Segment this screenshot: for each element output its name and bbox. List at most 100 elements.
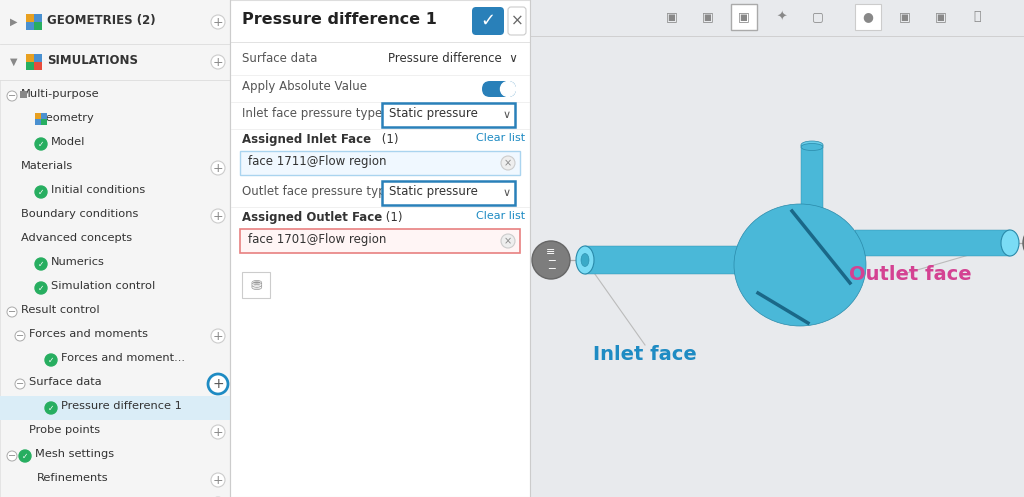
Text: ✓: ✓ — [38, 283, 44, 293]
Text: ▣: ▣ — [702, 10, 714, 23]
Text: +: + — [212, 377, 224, 391]
Bar — [230, 0, 530, 497]
Bar — [34, 62, 42, 70]
Circle shape — [211, 425, 225, 439]
Text: Forces and moment...: Forces and moment... — [61, 353, 185, 363]
Bar — [382, 181, 515, 205]
Text: ●: ● — [862, 10, 873, 23]
Text: ✓: ✓ — [38, 187, 44, 196]
Text: +: + — [213, 15, 223, 28]
Text: Materials: Materials — [22, 161, 74, 171]
Text: Assigned Outlet Face: Assigned Outlet Face — [242, 211, 382, 224]
Circle shape — [501, 234, 515, 248]
Text: −: − — [16, 331, 24, 341]
Bar — [34, 22, 42, 30]
Text: Pressure difference 1: Pressure difference 1 — [61, 401, 182, 411]
Bar — [0, 0, 230, 44]
Circle shape — [211, 209, 225, 223]
Bar — [34, 54, 42, 62]
Text: Initial conditions: Initial conditions — [51, 185, 145, 195]
Circle shape — [35, 186, 47, 198]
Bar — [242, 272, 270, 298]
Text: ✓: ✓ — [22, 451, 29, 461]
Text: ✦: ✦ — [777, 10, 787, 23]
Text: 🔍: 🔍 — [973, 10, 981, 23]
Text: Numerics: Numerics — [51, 257, 104, 267]
FancyBboxPatch shape — [482, 81, 516, 97]
FancyBboxPatch shape — [472, 7, 504, 35]
Bar — [26, 22, 34, 30]
Circle shape — [211, 55, 225, 69]
Text: ▼: ▼ — [10, 57, 17, 67]
Text: face 1701@Flow region: face 1701@Flow region — [248, 233, 386, 246]
Text: ×: × — [504, 158, 512, 168]
Bar — [35, 113, 41, 119]
Circle shape — [501, 82, 515, 96]
Text: (1): (1) — [382, 211, 402, 224]
Text: ∨: ∨ — [503, 110, 511, 120]
Text: +: + — [213, 330, 223, 342]
Text: −: − — [16, 379, 24, 389]
Text: Static pressure: Static pressure — [389, 185, 478, 198]
Text: Inlet face: Inlet face — [593, 345, 697, 364]
Circle shape — [35, 258, 47, 270]
Text: +: + — [213, 210, 223, 223]
Bar — [855, 230, 1010, 256]
Bar — [240, 229, 520, 253]
Text: Surface data: Surface data — [242, 52, 317, 65]
Text: Outlet face: Outlet face — [849, 265, 972, 284]
Text: ∨: ∨ — [503, 188, 511, 198]
Circle shape — [15, 379, 25, 389]
Bar — [801, 145, 823, 215]
Text: +: + — [213, 162, 223, 174]
Text: Probe points: Probe points — [29, 425, 100, 435]
Text: Forces and moments: Forces and moments — [29, 329, 148, 339]
Text: Advanced concepts: Advanced concepts — [22, 233, 132, 243]
Text: ▣: ▣ — [667, 10, 678, 23]
Text: Multi-purpose: Multi-purpose — [22, 89, 99, 99]
Circle shape — [45, 402, 57, 414]
Text: +: + — [213, 56, 223, 69]
Circle shape — [35, 138, 47, 150]
Ellipse shape — [581, 253, 589, 266]
Bar — [35, 119, 41, 125]
Bar — [240, 151, 520, 175]
Text: +: + — [213, 425, 223, 438]
Text: face 1711@Flow region: face 1711@Flow region — [248, 155, 386, 168]
Text: ▶: ▶ — [10, 17, 17, 27]
Text: Model: Model — [51, 137, 85, 147]
Circle shape — [7, 451, 17, 461]
Bar — [0, 0, 230, 497]
Circle shape — [7, 307, 17, 317]
Ellipse shape — [1001, 230, 1019, 256]
Circle shape — [15, 331, 25, 341]
Circle shape — [208, 374, 228, 394]
Bar — [0, 44, 230, 80]
Circle shape — [211, 161, 225, 175]
Circle shape — [211, 473, 225, 487]
Text: Refinements: Refinements — [37, 473, 109, 483]
Bar — [0, 396, 230, 420]
Bar — [731, 4, 757, 30]
FancyBboxPatch shape — [508, 7, 526, 35]
Text: ▣: ▣ — [738, 10, 750, 23]
Text: Geometry: Geometry — [37, 113, 94, 123]
Bar — [34, 14, 42, 22]
Bar — [26, 62, 34, 70]
Ellipse shape — [801, 144, 823, 151]
Circle shape — [211, 15, 225, 29]
Bar — [855, 4, 881, 30]
Text: +: + — [213, 474, 223, 487]
Text: Clear list: Clear list — [476, 211, 525, 221]
Text: Assigned Inlet Face: Assigned Inlet Face — [242, 133, 371, 146]
Text: (1): (1) — [378, 133, 398, 146]
Text: SIMULATIONS: SIMULATIONS — [47, 54, 138, 67]
Bar — [20, 91, 27, 98]
Text: GEOMETRIES (2): GEOMETRIES (2) — [47, 14, 156, 27]
Bar — [41, 119, 47, 125]
Text: Apply Absolute Value: Apply Absolute Value — [242, 80, 367, 93]
Circle shape — [7, 91, 17, 101]
Circle shape — [19, 450, 31, 462]
Circle shape — [35, 282, 47, 294]
Text: Result control: Result control — [22, 305, 99, 315]
